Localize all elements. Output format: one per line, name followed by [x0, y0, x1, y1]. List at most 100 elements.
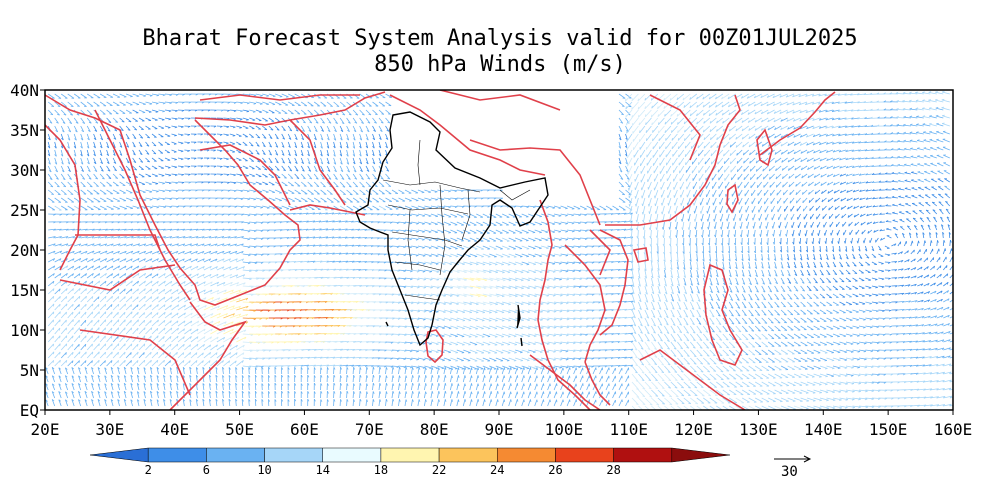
- wind-vector: [489, 333, 498, 338]
- wind-vector-head: [699, 331, 702, 334]
- wind-vector: [618, 340, 627, 343]
- wind-vector-head: [712, 330, 715, 333]
- wind-vector-head: [417, 310, 421, 313]
- wind-vector-head: [111, 351, 113, 355]
- wind-vector-head: [957, 404, 959, 406]
- wind-vector: [930, 355, 939, 359]
- wind-vector: [871, 309, 879, 312]
- wind-vector: [488, 399, 492, 407]
- wind-vector-head: [514, 295, 518, 298]
- wind-vector-head: [444, 383, 447, 386]
- wind-vector: [748, 373, 756, 379]
- wind-vector-head: [623, 348, 627, 352]
- wind-vector: [832, 349, 841, 353]
- wind-vector: [917, 388, 926, 391]
- wind-vector: [917, 364, 925, 367]
- wind-vector: [806, 301, 813, 307]
- wind-vector: [638, 389, 646, 397]
- wind-vector: [599, 399, 603, 407]
- wind-vector-head: [547, 327, 550, 329]
- wind-vector: [261, 375, 263, 383]
- wind-vector: [800, 341, 808, 347]
- wind-vector-head: [941, 323, 944, 326]
- wind-vector: [229, 360, 237, 367]
- wind-vector: [521, 391, 525, 399]
- wind-vector: [86, 335, 93, 343]
- wind-vector-head: [156, 399, 160, 402]
- wind-vector: [612, 375, 616, 383]
- wind-vector: [638, 373, 645, 381]
- wind-vector: [819, 341, 827, 346]
- wind-vector: [832, 309, 839, 314]
- wind-vector: [314, 364, 323, 367]
- wind-vector-head: [425, 383, 427, 386]
- wind-vector-head: [752, 354, 755, 356]
- wind-vector-head: [71, 375, 75, 378]
- wind-vector-head: [261, 366, 264, 368]
- wind-vector-head: [475, 312, 479, 314]
- wind-vector-head: [51, 399, 55, 402]
- wind-vector-head: [680, 371, 684, 373]
- wind-vector-head: [425, 391, 427, 395]
- wind-vector: [508, 325, 518, 329]
- wind-vector-head: [725, 330, 728, 333]
- wind-vector-head: [150, 335, 152, 339]
- wind-vector-head: [845, 399, 849, 401]
- wind-vector: [943, 379, 952, 383]
- wind-vector: [177, 296, 186, 303]
- wind-vector-head: [871, 382, 875, 385]
- wind-vector-head: [520, 303, 524, 306]
- wind-vector-head: [666, 332, 670, 334]
- wind-vector: [241, 375, 244, 383]
- wind-vector-head: [202, 383, 205, 386]
- wind-vector-head: [648, 387, 652, 390]
- wind-vector: [683, 317, 689, 326]
- wind-vector-head: [182, 360, 185, 363]
- wind-vector: [657, 357, 665, 366]
- wind-vector: [58, 375, 62, 383]
- wind-vector-head: [346, 374, 349, 378]
- wind-vector: [787, 325, 794, 331]
- wind-vector: [215, 375, 218, 383]
- wind-vector-head: [757, 330, 761, 332]
- wind-vector: [612, 367, 616, 375]
- wind-vector: [793, 333, 801, 339]
- wind-vector-head: [262, 358, 265, 360]
- wind-vector: [130, 367, 133, 375]
- wind-vector-head: [78, 399, 81, 402]
- wind-vector-head: [869, 303, 872, 305]
- wind-vector: [132, 304, 139, 311]
- wind-vector: [949, 388, 953, 391]
- wind-vector-head: [497, 391, 499, 394]
- wind-vector-head: [136, 360, 139, 363]
- wind-vector: [612, 325, 621, 327]
- wind-vector: [599, 367, 603, 375]
- wind-vector-head: [59, 351, 61, 355]
- wind-vector-head: [707, 363, 710, 365]
- wind-vector-head: [674, 363, 677, 365]
- wind-vector: [182, 399, 185, 407]
- wind-vector-head: [156, 383, 159, 386]
- wind-vector: [936, 380, 945, 383]
- wind-vector: [657, 405, 664, 410]
- wind-vector-head: [477, 391, 480, 394]
- wind-vector: [703, 357, 711, 365]
- wind-vector: [839, 317, 847, 321]
- wind-vector-head: [949, 379, 952, 382]
- wind-vector: [430, 341, 439, 345]
- wind-vector-head: [483, 271, 487, 274]
- wind-vector-head: [875, 310, 879, 313]
- wind-vector-head: [117, 312, 119, 315]
- wind-vector-head: [435, 327, 439, 329]
- wind-vector: [670, 317, 676, 326]
- wind-vector-head: [211, 313, 214, 316]
- wind-vector-head: [248, 382, 251, 386]
- wind-vector: [664, 341, 670, 350]
- wind-vector: [228, 391, 231, 399]
- wind-vector: [86, 311, 93, 319]
- wind-vector: [858, 373, 868, 376]
- wind-vector: [904, 397, 914, 399]
- wind-vector-head: [182, 375, 186, 378]
- wind-vector: [871, 365, 880, 367]
- wind-vector-head: [429, 351, 432, 353]
